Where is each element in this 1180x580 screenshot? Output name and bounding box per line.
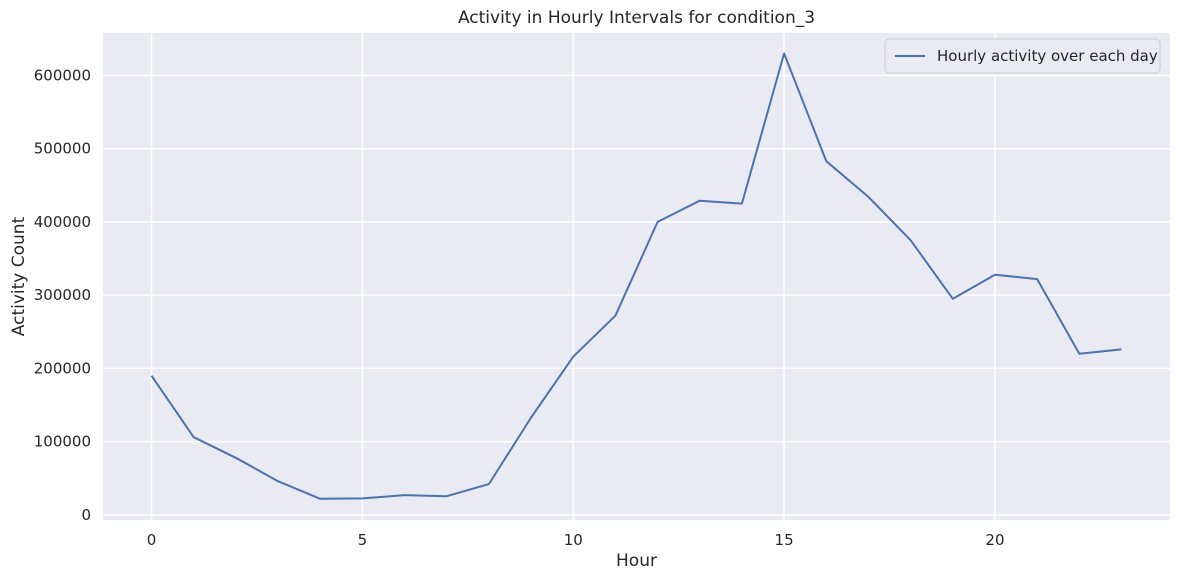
y-tick-label: 100000: [34, 433, 91, 451]
legend-label: Hourly activity over each day: [937, 47, 1158, 65]
x-tick-label: 20: [985, 531, 1004, 549]
y-tick-label: 300000: [34, 286, 91, 304]
chart-title: Activity in Hourly Intervals for conditi…: [458, 8, 815, 28]
y-tick-label: 0: [81, 506, 91, 524]
x-tick-label: 10: [564, 531, 583, 549]
y-tick-label: 600000: [34, 66, 91, 84]
x-tick-label: 15: [775, 531, 794, 549]
y-tick-label: 400000: [34, 213, 91, 231]
y-tick-label: 500000: [34, 140, 91, 158]
legend: Hourly activity over each day: [884, 38, 1161, 74]
series-line: [150, 52, 1122, 500]
series-layer: [150, 52, 1122, 500]
x-tick-label: 5: [358, 531, 368, 549]
x-tick-label: 0: [147, 531, 157, 549]
legend-box: [884, 38, 1161, 74]
grid: [103, 33, 1170, 520]
x-axis-label: Hour: [616, 551, 657, 571]
y-tick-label: 200000: [34, 359, 91, 377]
tick-labels: 0 5 10 15 20 0 100000 200000 300000 400000 500000 6…: [34, 66, 1005, 549]
y-axis-label: Activity Count: [9, 216, 29, 336]
